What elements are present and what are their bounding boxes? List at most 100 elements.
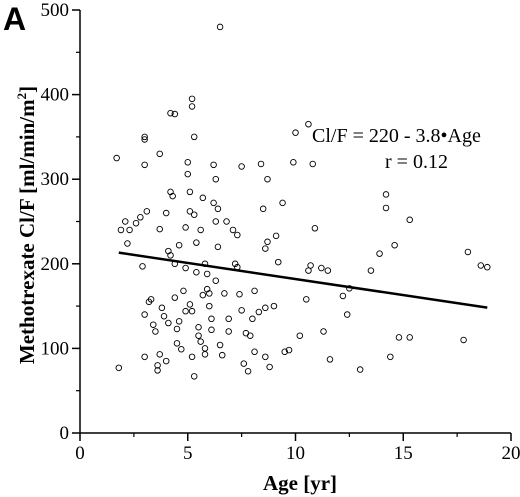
data-point [262, 304, 269, 312]
x-tick-label: 20 [502, 443, 520, 464]
data-point [223, 218, 230, 225]
data-point [184, 170, 191, 178]
data-point [201, 351, 209, 358]
data-point [188, 353, 196, 361]
data-point [178, 345, 185, 353]
data-point [251, 287, 258, 295]
data-point [162, 209, 170, 217]
y-axis-title-end: ] [15, 86, 39, 93]
data-point [238, 307, 245, 314]
data-point [167, 252, 174, 259]
data-point [132, 219, 140, 227]
data-point [122, 218, 129, 225]
data-point [124, 240, 131, 247]
data-point [139, 263, 146, 270]
data-point [169, 192, 176, 200]
data-point [259, 205, 267, 213]
data-point [382, 191, 390, 198]
data-point [339, 292, 347, 300]
data-point [193, 239, 200, 246]
data-points [113, 23, 491, 380]
x-axis-ticks: 0 5 10 15 20 [75, 433, 520, 464]
data-point [141, 161, 148, 169]
data-point [203, 270, 211, 278]
y-axis-title: Methotrexate Cl/F [ml/min/m2] [14, 86, 39, 364]
y-tick-label: 500 [41, 0, 70, 21]
data-point [113, 154, 120, 162]
data-point [214, 243, 222, 251]
data-point [195, 324, 202, 331]
data-point [141, 353, 148, 361]
data-point [305, 120, 312, 128]
data-point [171, 110, 179, 118]
data-point [199, 291, 207, 299]
data-point [238, 163, 245, 170]
y-tick-label: 400 [41, 85, 70, 106]
data-point [206, 290, 213, 297]
equation-annotation: Cl/F = 220 - 3.8•Age [312, 125, 481, 147]
data-point [197, 338, 204, 345]
data-point [218, 351, 226, 359]
y-axis-title-main: Methotrexate Cl/F [ml/min/m [15, 99, 39, 364]
data-point [484, 263, 491, 271]
data-point [270, 302, 278, 310]
data-point [275, 258, 282, 266]
data-point [190, 133, 198, 141]
data-point [279, 199, 286, 207]
x-tick-label: 5 [183, 443, 193, 464]
data-point [214, 205, 222, 213]
data-point [324, 267, 332, 274]
data-point [180, 287, 187, 295]
data-point [376, 250, 383, 257]
data-point [262, 353, 269, 361]
data-point [367, 267, 375, 274]
data-point [221, 290, 228, 297]
data-point [154, 367, 161, 374]
data-point [141, 136, 148, 143]
data-point [199, 194, 207, 202]
axes [79, 10, 511, 434]
data-point [264, 238, 271, 246]
data-point [212, 277, 220, 284]
data-point [182, 307, 189, 315]
data-point [154, 362, 161, 369]
data-point [167, 109, 174, 117]
data-point [208, 315, 215, 323]
data-point [460, 336, 467, 344]
data-point [240, 360, 248, 367]
data-point [406, 216, 413, 224]
data-point [326, 356, 334, 363]
data-point [188, 103, 196, 110]
regression-line [118, 251, 488, 309]
data-point [464, 248, 472, 256]
data-point [184, 159, 191, 166]
data-point [158, 304, 166, 312]
data-point [387, 353, 394, 361]
data-point [229, 226, 237, 234]
data-point [175, 241, 183, 249]
data-point [212, 218, 220, 225]
data-point [290, 159, 297, 166]
y-tick-label: 200 [41, 254, 70, 275]
data-point [195, 332, 202, 339]
data-point [246, 332, 254, 339]
data-point [225, 315, 232, 323]
data-point [152, 328, 159, 335]
data-point [150, 321, 157, 328]
data-point [406, 334, 413, 341]
data-point [264, 175, 271, 183]
y-tick-label: 300 [41, 169, 70, 190]
x-tick-label: 15 [394, 443, 413, 464]
y-axis-ticks: 0 100 200 300 400 500 [41, 0, 80, 444]
x-tick-label: 0 [75, 443, 85, 464]
data-point [173, 325, 181, 333]
data-point [262, 245, 269, 252]
data-point [216, 23, 224, 31]
data-point [343, 311, 351, 318]
data-point [285, 346, 293, 354]
y-tick-label: 0 [60, 423, 70, 444]
data-point [117, 226, 125, 234]
data-point [173, 340, 181, 347]
data-point [186, 188, 194, 196]
